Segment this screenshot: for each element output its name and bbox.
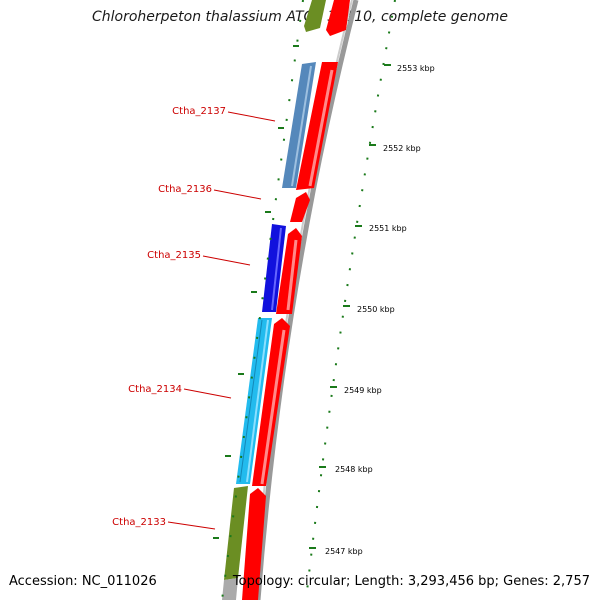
- olive-gene[interactable]: [304, 0, 326, 32]
- forward-gene[interactable]: [242, 488, 266, 600]
- strand-highlight: [308, 69, 334, 187]
- gene-label-ctha2133[interactable]: Ctha_2133: [112, 517, 166, 528]
- outer-ticks: [309, 64, 391, 549]
- genome-summary: Topology: circular; Length: 3,293,456 bp…: [232, 574, 590, 589]
- inner-ticks: [213, 45, 299, 539]
- gene-label-ctha2137[interactable]: Ctha_2137: [172, 106, 226, 117]
- tick-label: 2553 kbp: [397, 64, 435, 73]
- forward-gene[interactable]: [326, 0, 350, 36]
- forward-gene-ctha2136[interactable]: [290, 192, 310, 222]
- accession-label: Accession: NC_011026: [9, 574, 157, 589]
- tick-label: 2549 kbp: [344, 386, 382, 395]
- gene-label-ctha2135[interactable]: Ctha_2135: [147, 250, 201, 261]
- scale-dotted-line-inner: [221, 0, 304, 600]
- tick-label: 2552 kbp: [383, 144, 421, 153]
- reverse-strand-track: [222, 0, 326, 600]
- strand-highlight: [260, 329, 286, 485]
- gene-ctha2133[interactable]: [224, 486, 248, 580]
- gene-highlight: [291, 65, 312, 187]
- strand-highlight: [286, 239, 298, 311]
- gene-labels: Ctha_2137 Ctha_2136 Ctha_2135 Ctha_2134 …: [112, 106, 226, 528]
- tick-label: 2551 kbp: [369, 224, 407, 233]
- genome-backbone: [255, 0, 359, 600]
- gene-highlight: [271, 227, 282, 311]
- gene-highlight: [246, 319, 269, 483]
- scale-dotted-line-outer: [305, 0, 396, 600]
- tick-label: 2548 kbp: [335, 465, 373, 474]
- tick-label: 2547 kbp: [325, 547, 363, 556]
- map-title: Chloroherpeton thalassium ATCC 35110, co…: [92, 9, 508, 25]
- gene-label-ctha2136[interactable]: Ctha_2136: [158, 184, 212, 195]
- olive-gene-lower[interactable]: [222, 578, 238, 600]
- gene-leader-lines: [167, 111, 276, 530]
- tick-label: 2550 kbp: [357, 305, 395, 314]
- forward-strand-track: [242, 0, 350, 600]
- tick-labels: 2553 kbp 2552 kbp 2551 kbp 2550 kbp 2549…: [325, 64, 435, 556]
- gene-stripe: [239, 319, 263, 483]
- gene-label-ctha2134[interactable]: Ctha_2134: [128, 384, 182, 395]
